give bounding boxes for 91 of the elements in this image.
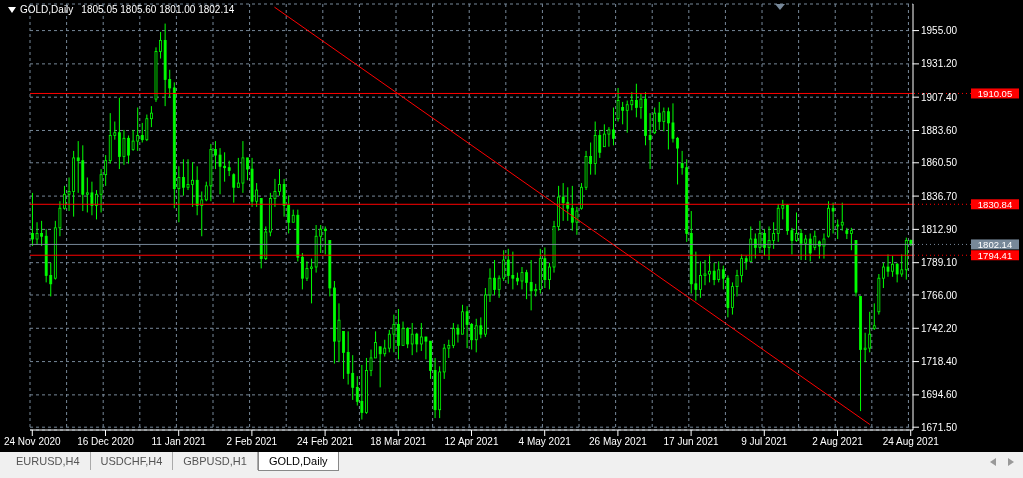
text: EURUSD,H4 bbox=[6, 452, 91, 470]
x-tick-label: 24 Nov 2020 bbox=[3, 436, 62, 448]
candlestick bbox=[140, 122, 144, 143]
y-tick-label: 1694.60 bbox=[921, 389, 958, 401]
x-tick-label: 4 May 2021 bbox=[518, 436, 572, 448]
chart-subtitle: 1805.05 1805.60 1801.00 1802.14 bbox=[81, 4, 235, 15]
y-tick-label: 1742.20 bbox=[921, 322, 958, 334]
candlestick bbox=[520, 266, 524, 290]
y-tick-label: 1789.10 bbox=[921, 257, 958, 269]
candlestick bbox=[662, 107, 666, 132]
candlestick bbox=[442, 343, 446, 380]
candlestick bbox=[799, 228, 803, 261]
x-tick-label: 24 Aug 2021 bbox=[882, 436, 940, 448]
text: GBPUSD,H1 bbox=[173, 452, 258, 470]
candlestick bbox=[749, 225, 753, 262]
candlestick bbox=[35, 221, 39, 246]
candlestick bbox=[76, 140, 80, 194]
x-tick-label: 17 Jun 2021 bbox=[663, 436, 720, 448]
text: USDCHF,H4 bbox=[90, 452, 174, 470]
candlestick bbox=[410, 322, 414, 356]
x-tick-label: 2 Aug 2021 bbox=[812, 436, 864, 448]
candlestick bbox=[392, 314, 396, 353]
ref-line-label: 1830.84 bbox=[977, 198, 1013, 210]
x-tick-label: 16 Dec 2020 bbox=[77, 436, 135, 448]
candlestick bbox=[850, 227, 853, 251]
ref-line-label: 1794.41 bbox=[977, 249, 1013, 261]
candlestick bbox=[543, 246, 547, 289]
candlestick bbox=[218, 147, 222, 195]
y-tick-label: 1812.90 bbox=[921, 223, 958, 235]
candlestick bbox=[131, 129, 135, 152]
candlestick bbox=[836, 218, 840, 240]
y-tick-label: 1955.00 bbox=[921, 25, 958, 37]
ref-line-label: 1910.05 bbox=[977, 87, 1013, 99]
candlestick bbox=[900, 253, 904, 278]
candlestick bbox=[653, 107, 657, 135]
y-tick-label: 1836.70 bbox=[921, 190, 958, 202]
candlestick bbox=[474, 318, 478, 353]
x-tick-label: 18 Mar 2021 bbox=[370, 436, 427, 448]
candlestick bbox=[145, 114, 149, 142]
candlestick bbox=[465, 305, 469, 349]
candlestick bbox=[575, 206, 579, 236]
candlestick bbox=[90, 181, 94, 216]
candlestick bbox=[323, 225, 327, 255]
candlestick bbox=[415, 332, 419, 353]
candlestick bbox=[360, 364, 364, 421]
y-tick-label: 1907.40 bbox=[921, 91, 958, 103]
candlestick bbox=[895, 262, 899, 283]
candlestick bbox=[616, 87, 620, 123]
candlestick bbox=[630, 91, 634, 111]
candlestick bbox=[886, 253, 890, 278]
candlestick bbox=[150, 105, 153, 128]
candlestick bbox=[186, 158, 190, 191]
candlestick bbox=[122, 129, 126, 166]
candlestick bbox=[872, 302, 876, 331]
y-tick-label: 1671.50 bbox=[921, 421, 958, 433]
y-tick-label: 1718.40 bbox=[921, 356, 958, 368]
candlestick bbox=[703, 259, 707, 286]
x-tick-label: 11 Jan 2021 bbox=[151, 436, 207, 448]
x-tick-label: 26 May 2021 bbox=[588, 436, 648, 448]
candlestick bbox=[378, 346, 382, 388]
candlestick bbox=[840, 202, 844, 232]
x-tick-label: 2 Feb 2021 bbox=[226, 436, 278, 448]
y-tick-label: 1766.00 bbox=[921, 289, 958, 301]
candlestick bbox=[346, 330, 350, 386]
x-tick-label: 12 Apr 2021 bbox=[444, 436, 499, 448]
candlestick bbox=[529, 259, 533, 311]
candlestick bbox=[822, 232, 826, 260]
y-tick-label: 1860.50 bbox=[921, 157, 958, 169]
candlestick bbox=[305, 260, 309, 282]
candlestick bbox=[758, 220, 762, 254]
ref-line-label: 1802.14 bbox=[977, 238, 1013, 250]
candlestick bbox=[831, 202, 835, 234]
candlestick bbox=[607, 126, 611, 148]
candlestick bbox=[479, 316, 483, 339]
x-tick-label: 24 Feb 2021 bbox=[297, 436, 354, 448]
y-tick-label: 1883.60 bbox=[921, 125, 958, 137]
candlestick bbox=[566, 186, 570, 222]
candlestick bbox=[232, 172, 236, 204]
candlestick bbox=[506, 248, 510, 285]
x-tick-label: 9 Jul 2021 bbox=[741, 436, 788, 448]
chart-title: GOLD,Daily bbox=[20, 4, 74, 15]
candlestick bbox=[808, 232, 812, 262]
candlestick bbox=[657, 101, 661, 131]
candlestick bbox=[767, 225, 771, 261]
candlestick bbox=[625, 100, 629, 134]
candlestick bbox=[401, 321, 405, 346]
candlestick bbox=[717, 260, 721, 283]
candlestick bbox=[561, 182, 565, 222]
candlestick bbox=[712, 262, 716, 286]
y-tick-label: 1931.20 bbox=[921, 58, 958, 70]
candlestick bbox=[511, 251, 515, 290]
